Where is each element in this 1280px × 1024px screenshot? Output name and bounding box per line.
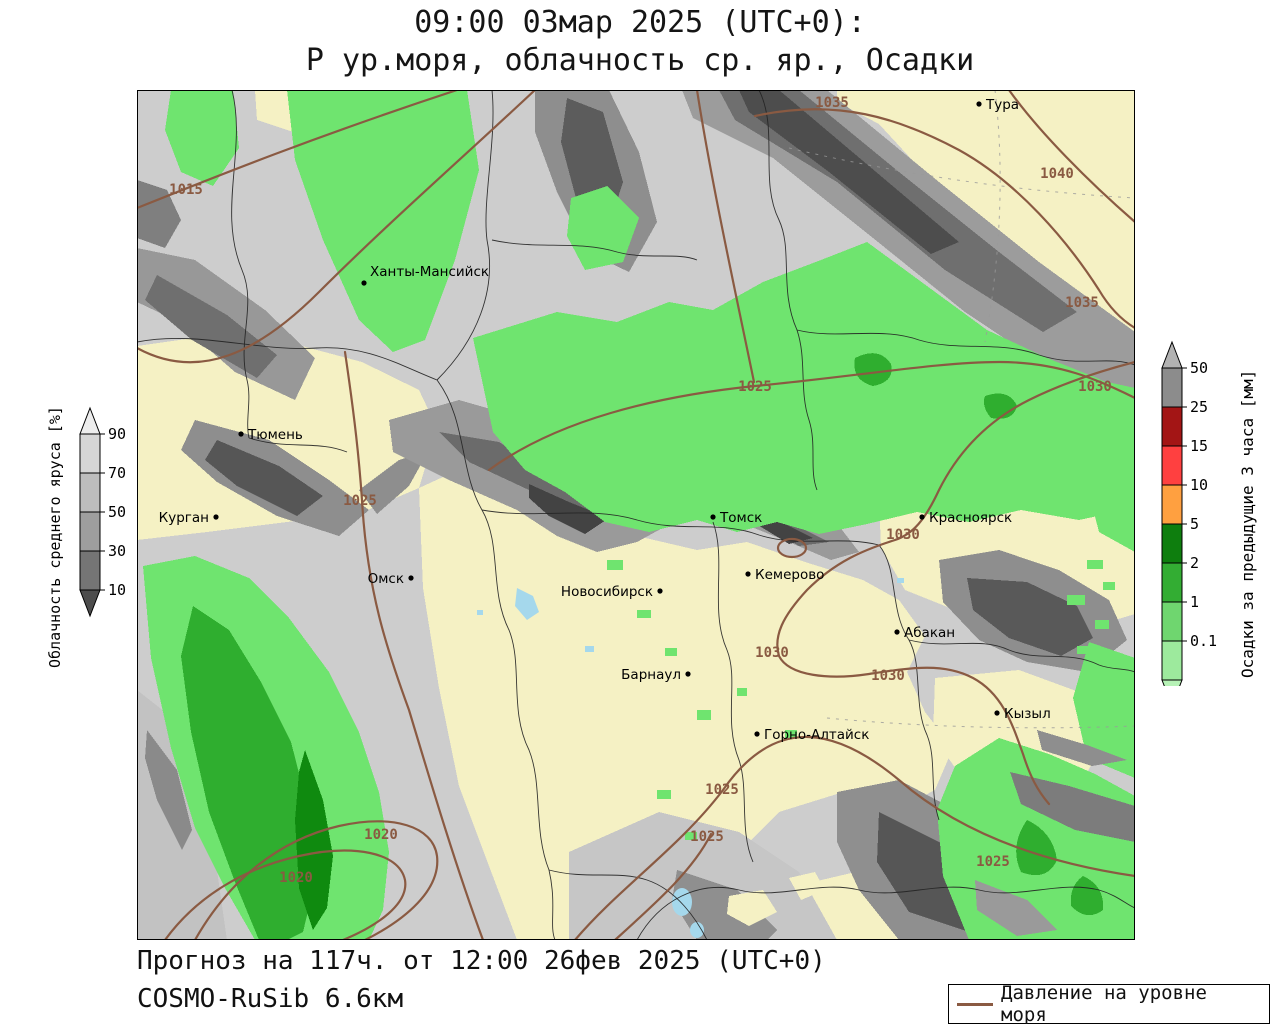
colorbar-segment: [1161, 484, 1183, 525]
colorbar-tick-label: 10: [1190, 476, 1208, 494]
map-frame: [137, 90, 1135, 940]
city-dot: [919, 514, 925, 520]
colorbar-segment: [79, 433, 101, 474]
city-dot: [754, 731, 760, 737]
city-dot: [657, 588, 663, 594]
precipitation-colorbar-label: Осадки за предыдущие 3 часа [мм]: [1238, 369, 1257, 678]
city-label: Кемерово: [755, 567, 824, 583]
pressure-value-label: 1025: [705, 782, 739, 798]
colorbar-segment: [79, 550, 101, 591]
colorbar-tick-label: 1: [1190, 593, 1199, 611]
pressure-value-label: 1025: [343, 493, 377, 509]
pressure-value-label: 1030: [1078, 379, 1112, 395]
city-label: Омск: [368, 571, 404, 587]
city-dot: [976, 101, 982, 107]
colorbar-tick-label: 0.1: [1190, 632, 1217, 650]
colorbar-segment: [1161, 523, 1183, 564]
pressure-value-label: 1040: [1040, 166, 1074, 182]
title-line-1: 09:00 03мар 2025 (UTC+0):: [414, 5, 866, 40]
colorbar-arrow-top: [1161, 340, 1183, 369]
city-label: Тура: [985, 97, 1019, 113]
colorbar-tick-label: 2: [1190, 554, 1199, 572]
city-dot: [994, 710, 1000, 716]
pressure-value-label: 1025: [976, 854, 1010, 870]
pressure-legend-label: Давление на уровне моря: [1001, 982, 1207, 1024]
pressure-contours: [137, 90, 1135, 940]
page-title: 09:00 03мар 2025 (UTC+0): P ур.моря, обл…: [0, 4, 1280, 79]
pressure-value-label: 1030: [755, 645, 789, 661]
pressure-value-label: 1030: [886, 527, 920, 543]
city-label: Томск: [719, 510, 762, 526]
colorbar-tick-label: 10: [108, 581, 126, 599]
colorbar-segment: [79, 511, 101, 552]
pressure-value-label: 1025: [738, 379, 772, 395]
colorbar-segment: [1161, 367, 1183, 408]
graticule-lines: [788, 90, 1135, 729]
admin-borders: [137, 90, 1135, 940]
precipitation-layer: [143, 90, 1135, 940]
city-dot: [361, 280, 367, 286]
pressure-labels: 1035 1040 1015 1035 1030 1025 1025 1030 1030 1030…: [169, 95, 1112, 886]
city-label: Ханты-Мансийск: [370, 264, 489, 280]
colorbar-arrow-bottom: [79, 589, 101, 618]
model-info-text: COSMO-RuSib 6.6км: [137, 984, 404, 1014]
colorbar-arrow-bottom: [1161, 679, 1183, 686]
cloudiness-colorbar: 90 70 50 30 10: [79, 406, 126, 618]
colorbar-tick-label: 70: [108, 464, 126, 482]
colorbar-arrow-top: [79, 406, 101, 435]
colorbar-tick-label: 5: [1190, 515, 1199, 533]
city-dot: [745, 571, 751, 577]
pressure-value-label: 1035: [1065, 295, 1099, 311]
pressure-legend-box: Давление на уровне моря: [948, 982, 1270, 1024]
city-label: Тюмень: [247, 427, 303, 443]
city-dot: [213, 514, 219, 520]
city-dot: [685, 671, 691, 677]
city-label: Кызыл: [1004, 706, 1051, 722]
colorbar-segment: [1161, 601, 1183, 642]
pressure-value-label: 1015: [169, 182, 203, 198]
city-dot: [894, 629, 900, 635]
forecast-info-text: Прогноз на 117ч. от 12:00 26фев 2025 (UT…: [137, 946, 826, 976]
colorbar-segment: [1161, 406, 1183, 447]
city-dot: [710, 514, 716, 520]
colorbar-segment: [79, 472, 101, 513]
colorbar-tick-label: 50: [1190, 359, 1208, 377]
city-label: Курган: [159, 510, 209, 526]
city-dot: [238, 431, 244, 437]
forecast-map: 1035 1040 1015 1035 1030 1025 1025 1030 1030 1030…: [137, 90, 1135, 940]
lakes-layer: [477, 578, 904, 938]
city-label: Новосибирск: [561, 584, 653, 600]
colorbar-tick-label: 15: [1190, 437, 1208, 455]
title-line-2: P ур.моря, облачность ср. яр., Осадки: [305, 42, 975, 78]
city-label: Красноярск: [929, 510, 1012, 526]
pressure-value-label: 1020: [364, 827, 398, 843]
city-dot: [408, 575, 414, 581]
colorbar-segment: [1161, 562, 1183, 603]
city-label: Горно-Алтайск: [764, 727, 869, 743]
colorbar-segment: [1161, 640, 1183, 681]
city-label: Барнаул: [621, 667, 681, 683]
pressure-line-sample: [957, 1002, 993, 1006]
colorbar-segment: [1161, 445, 1183, 486]
city-markers: Тура Ханты-Мансийск Тюмень Курган Омск Томск К…: [159, 97, 1051, 743]
precipitation-colorbar: 50 25 15 10 5 2 1 0.1: [1161, 340, 1217, 686]
colorbar-tick-label: 25: [1190, 398, 1208, 416]
colorbar-tick-label: 90: [108, 425, 126, 443]
colorbar-tick-label: 50: [108, 503, 126, 521]
pressure-value-label: 1030: [871, 668, 905, 684]
cloudiness-colorbar-label: Облачность среднего яруса [%]: [46, 406, 64, 668]
city-label: Абакан: [904, 625, 955, 641]
pressure-value-label: 1020: [279, 870, 313, 886]
overlay-cloud-layer: [727, 730, 1135, 936]
pressure-value-label: 1025: [690, 829, 724, 845]
colorbar-tick-label: 30: [108, 542, 126, 560]
pressure-value-label: 1035: [815, 95, 849, 111]
